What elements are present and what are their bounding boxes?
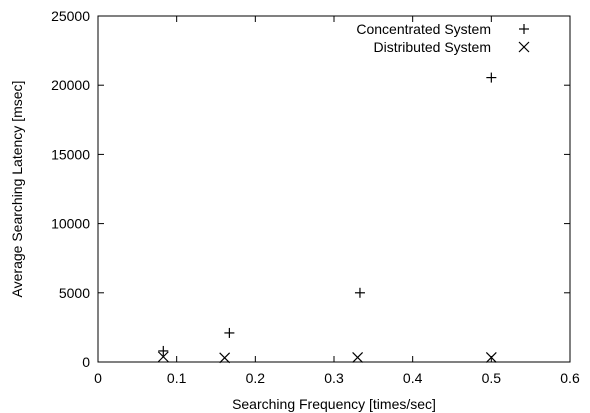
x-tick-label: 0.2	[246, 370, 266, 386]
x-tick-label: 0.3	[324, 370, 344, 386]
y-tick-label: 15000	[51, 146, 90, 162]
legend-marker-concentrated	[519, 24, 529, 34]
x-tick-label: 0.6	[560, 370, 580, 386]
data-points	[157, 72, 497, 364]
x-tick-label: 0	[94, 370, 102, 386]
legend-label-concentrated: Concentrated System	[356, 21, 491, 37]
concentrated-point	[224, 327, 235, 338]
legend-marker-distributed	[518, 41, 530, 53]
x-tick-label: 0.1	[167, 370, 187, 386]
plot-frame	[97, 15, 571, 363]
x-tick-label: 0.5	[482, 370, 502, 386]
x-axis: 0 0.1 0.2 0.3 0.4 0.5 0.6	[94, 16, 580, 386]
y-axis: 0 5000 10000 15000 20000 25000	[51, 8, 570, 370]
y-tick-label: 5000	[59, 285, 90, 301]
concentrated-point	[354, 287, 365, 298]
x-axis-title: Searching Frequency [times/sec]	[232, 396, 436, 412]
concentrated-point	[158, 345, 169, 356]
y-axis-title: Average Searching Latency [msec]	[9, 81, 25, 298]
y-tick-label: 20000	[51, 77, 90, 93]
y-tick-label: 10000	[51, 216, 90, 232]
distributed-point	[352, 352, 364, 363]
concentrated-point	[486, 72, 497, 83]
x-tick-label: 0.4	[403, 370, 423, 386]
distributed-point	[219, 352, 231, 364]
y-tick-label: 25000	[51, 8, 90, 24]
legend: Concentrated System Distributed System	[356, 21, 530, 55]
legend-label-distributed: Distributed System	[374, 39, 491, 55]
y-tick-label: 0	[82, 354, 90, 370]
distributed-point	[485, 352, 497, 363]
distributed-point	[157, 351, 169, 363]
